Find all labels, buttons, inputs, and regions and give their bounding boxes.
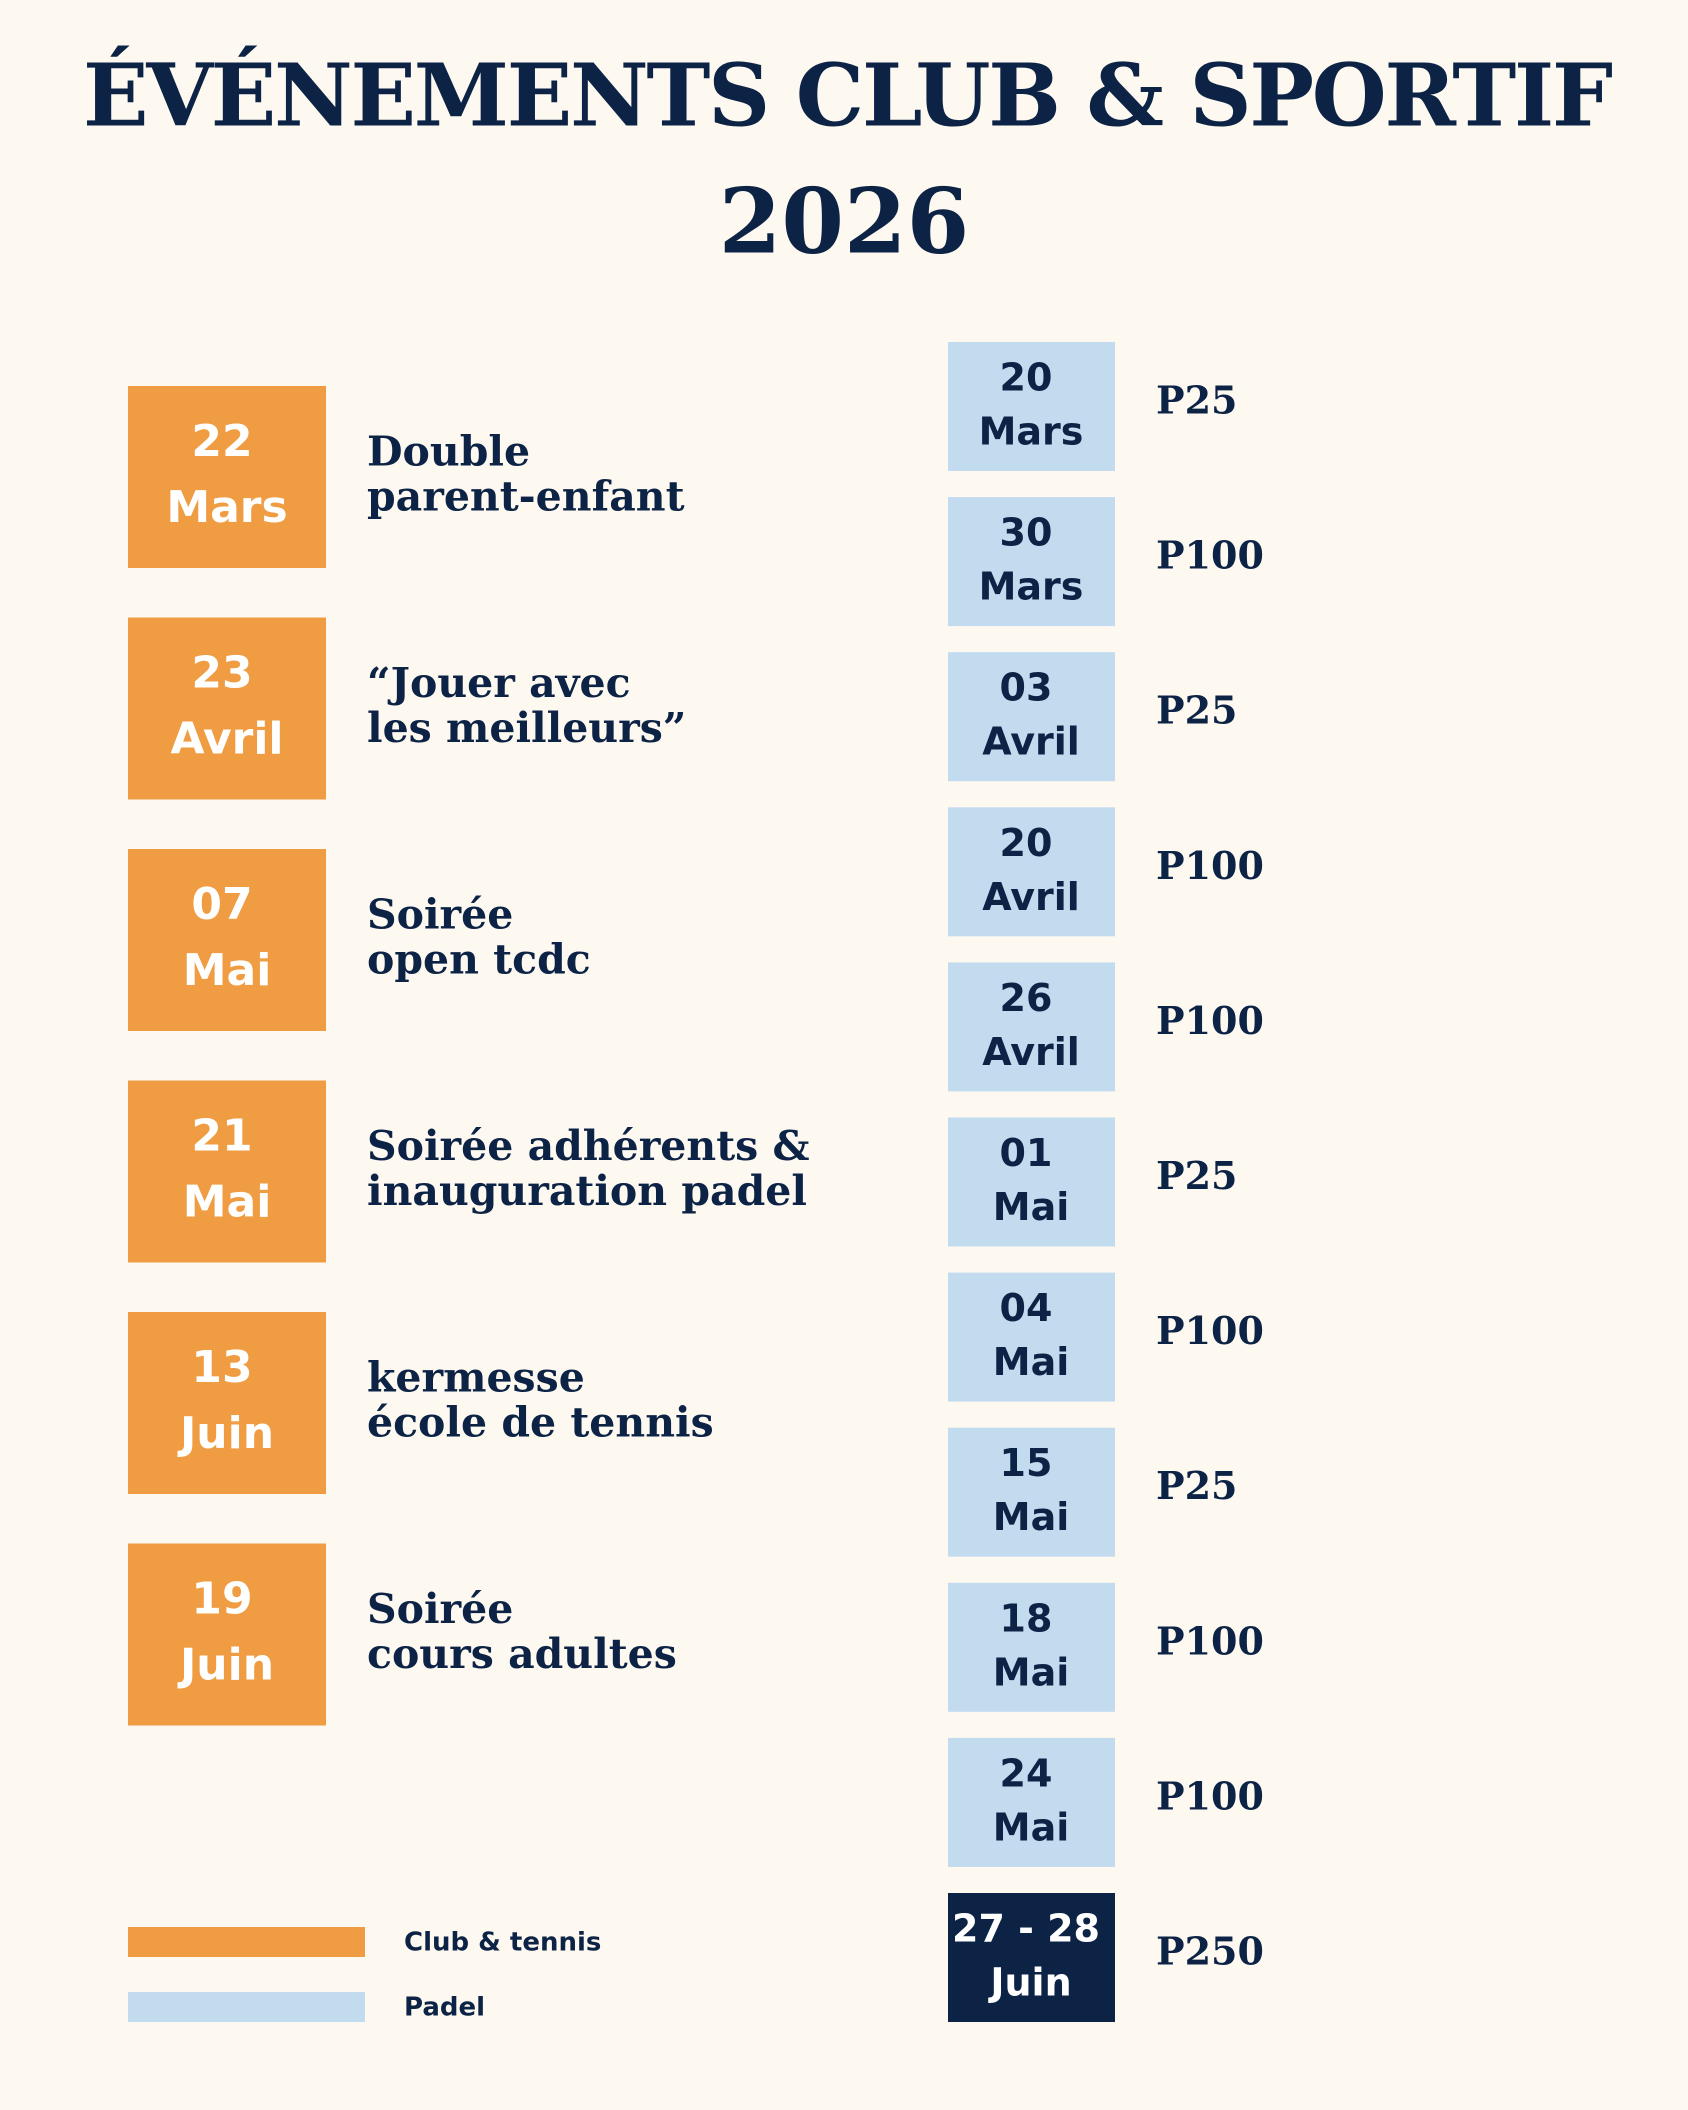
- club-month: Mai: [183, 1177, 272, 1228]
- club-event-name: “Jouer avec: [367, 659, 631, 707]
- padel-level: P25: [1156, 1463, 1237, 1508]
- padel-level: P100: [1156, 1618, 1264, 1663]
- padel-level: P25: [1156, 1153, 1237, 1198]
- padel-date-box: [948, 342, 1115, 471]
- club-day: 07: [191, 879, 252, 930]
- club-event-name: Soirée: [367, 1585, 513, 1633]
- year: 2026: [719, 169, 970, 275]
- legend-label: Club & tennis: [404, 1928, 601, 1958]
- padel-month: Juin: [987, 1961, 1071, 2005]
- padel-month: Mai: [993, 1650, 1069, 1694]
- club-month: Juin: [177, 1408, 274, 1459]
- padel-date-box: [948, 1117, 1115, 1247]
- club-event-name: Soirée: [367, 891, 513, 939]
- club-event-name: cours adultes: [367, 1630, 677, 1678]
- padel-day: 15: [1000, 1441, 1053, 1485]
- padel-date-box: [948, 1272, 1115, 1402]
- padel-level: P100: [1156, 533, 1264, 578]
- padel-date-box: [948, 652, 1115, 782]
- padel-date-box: [948, 807, 1115, 937]
- club-event-name: open tcdc: [367, 936, 591, 984]
- club-month: Juin: [177, 1640, 274, 1691]
- club-day: 13: [191, 1342, 252, 1393]
- padel-month: Avril: [982, 875, 1080, 919]
- legend-swatch: [128, 1927, 365, 1957]
- title: ÉVÉNEMENTS CLUB & SPORTIF: [83, 46, 1613, 147]
- club-date-box: [128, 849, 326, 1031]
- padel-month: Mai: [993, 1340, 1069, 1384]
- padel-month: Mai: [993, 1495, 1069, 1539]
- club-date-box: [128, 1312, 326, 1494]
- padel-day: 27 - 28: [952, 1907, 1100, 1951]
- padel-month: Avril: [982, 720, 1080, 764]
- padel-day: 04: [1000, 1286, 1053, 1330]
- padel-level: P25: [1156, 378, 1237, 423]
- club-month: Mai: [183, 945, 272, 996]
- padel-day: 20: [1000, 821, 1053, 865]
- club-month: Avril: [170, 714, 283, 765]
- club-day: 23: [191, 648, 252, 699]
- club-event-name: les meilleurs”: [367, 704, 686, 752]
- club-event-name: parent-enfant: [367, 473, 685, 521]
- padel-level: P100: [1156, 843, 1264, 888]
- club-day: 22: [191, 416, 252, 467]
- club-date-box: [128, 386, 326, 568]
- padel-day: 24: [1000, 1751, 1053, 1795]
- club-date-box: [128, 1543, 326, 1726]
- club-date-box: [128, 617, 326, 800]
- padel-day: 30: [1000, 511, 1053, 555]
- padel-date-box: [948, 497, 1115, 627]
- padel-month: Mars: [979, 410, 1084, 454]
- padel-month: Mars: [979, 565, 1084, 609]
- padel-level: P100: [1156, 1773, 1264, 1818]
- padel-month: Mai: [993, 1805, 1069, 1849]
- club-event-name: école de tennis: [367, 1399, 714, 1447]
- padel-day: 26: [1000, 976, 1053, 1020]
- legend-label: Padel: [404, 1993, 485, 2023]
- club-event-name: inauguration padel: [367, 1167, 807, 1215]
- padel-level: P100: [1156, 998, 1264, 1043]
- club-event-name: Soirée adhérents &: [367, 1122, 810, 1170]
- padel-month: Avril: [982, 1030, 1080, 1074]
- club-month: Mars: [166, 482, 287, 533]
- padel-month: Mai: [993, 1185, 1069, 1229]
- padel-date-box: [948, 1893, 1115, 2022]
- padel-date-box: [948, 1427, 1115, 1557]
- club-event-name: kermesse: [367, 1354, 585, 1402]
- padel-date-box: [948, 1582, 1115, 1712]
- padel-level: P100: [1156, 1308, 1264, 1353]
- club-event-name: Double: [367, 428, 530, 476]
- club-date-box: [128, 1080, 326, 1263]
- padel-date-box: [948, 962, 1115, 1092]
- padel-day: 03: [1000, 666, 1053, 710]
- padel-day: 01: [1000, 1131, 1053, 1175]
- padel-day: 18: [1000, 1596, 1053, 1640]
- legend-swatch: [128, 1992, 365, 2022]
- padel-day: 20: [1000, 356, 1053, 400]
- padel-level: P25: [1156, 688, 1237, 733]
- club-day: 19: [191, 1574, 252, 1625]
- padel-level: P250: [1156, 1929, 1264, 1974]
- padel-date-box: [948, 1737, 1115, 1867]
- club-day: 21: [191, 1111, 252, 1162]
